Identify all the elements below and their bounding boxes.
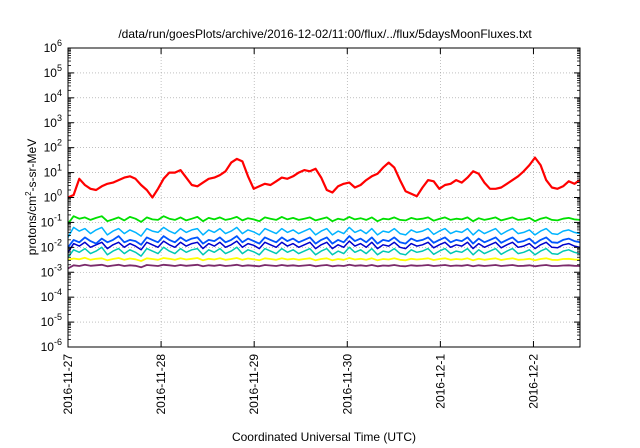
y-tick-label-base: 10 <box>44 41 58 55</box>
x-tick-label: 2016-11-28 <box>154 354 168 415</box>
y-tick-label: 106 <box>44 38 62 55</box>
y-tick-label-exp: 3 <box>57 113 62 123</box>
series-line-4 <box>67 235 581 248</box>
y-tick-label: 104 <box>44 88 62 105</box>
y-tick-label-base: 10 <box>41 315 55 329</box>
y-tick-label: 10-2 <box>41 237 62 254</box>
y-tick-label-exp: 0 <box>57 188 62 198</box>
series-line-6 <box>67 240 581 253</box>
y-tick-label-base: 10 <box>41 340 55 354</box>
series-line-7 <box>67 256 581 262</box>
y-tick-label-exp: -2 <box>54 237 62 247</box>
x-tick-label: 2016-11-29 <box>247 354 261 415</box>
y-tick-label: 10-3 <box>41 262 62 279</box>
series-line-8 <box>67 263 581 270</box>
chart-title: /data/run/goesPlots/archive/2016-12-02/1… <box>118 27 532 41</box>
y-tick-label: 102 <box>44 138 62 155</box>
y-axis-label-rest: -s-sr-MeV <box>25 139 39 192</box>
x-tick-label: 2016-11-30 <box>340 354 354 415</box>
y-tick-label-exp: 2 <box>57 138 62 148</box>
x-tick-labels: 2016-11-27 2016-11-28 2016-11-29 2016-11-30… <box>61 354 540 415</box>
y-tick-label-exp: -5 <box>54 312 62 322</box>
y-tick-label-exp: 5 <box>57 63 62 73</box>
x-tick-label: 2016-12-1 <box>433 354 447 409</box>
y-tick-label-base: 10 <box>41 215 55 229</box>
y-axis-label-sup: 2 <box>24 191 33 196</box>
y-tick-label: 103 <box>44 113 62 130</box>
y-tick-label-exp: -3 <box>54 262 62 272</box>
grid <box>68 48 580 347</box>
series-line-1 <box>67 156 581 199</box>
y-tick-label-exp: 4 <box>57 88 62 98</box>
y-tick-label-exp: -1 <box>54 212 62 222</box>
y-tick-label: 10-4 <box>41 287 62 304</box>
y-tick-label: 100 <box>44 188 62 205</box>
y-axis-label: protons/cm2-s-sr-MeV <box>24 139 39 255</box>
y-axis-label-base: protons/cm <box>25 196 39 255</box>
y-tick-label-exp: -6 <box>54 337 62 347</box>
y-tick-label: 101 <box>44 163 62 180</box>
y-tick-label: 10-1 <box>41 212 62 229</box>
ticks <box>67 47 580 348</box>
series-line-3 <box>67 226 581 238</box>
y-tick-labels: 10-610-510-410-310-210-11001011021031041… <box>41 38 62 354</box>
y-tick-label: 10-6 <box>41 337 62 354</box>
series-line-2 <box>67 215 581 225</box>
y-tick-label-base: 10 <box>41 240 55 254</box>
x-axis-label: Coordinated Universal Time (UTC) <box>232 430 416 444</box>
y-tick-label-exp: 6 <box>57 38 62 48</box>
y-tick-label-base: 10 <box>41 290 55 304</box>
y-tick-label-base: 10 <box>44 91 58 105</box>
y-tick-label: 105 <box>44 63 62 80</box>
y-tick-label-base: 10 <box>44 191 58 205</box>
y-tick-label-base: 10 <box>44 116 58 130</box>
y-tick-label-base: 10 <box>44 141 58 155</box>
y-tick-label: 10-5 <box>41 312 62 329</box>
y-tick-label-base: 10 <box>44 166 58 180</box>
y-tick-label-exp: 1 <box>57 163 62 173</box>
x-tick-label: 2016-11-27 <box>61 354 75 415</box>
x-tick-label: 2016-12-2 <box>526 354 540 409</box>
series-layer <box>67 156 581 270</box>
y-tick-label-base: 10 <box>44 66 58 80</box>
y-tick-label-base: 10 <box>41 265 55 279</box>
y-tick-label-exp: -4 <box>54 287 62 297</box>
series-line-5 <box>67 246 581 258</box>
